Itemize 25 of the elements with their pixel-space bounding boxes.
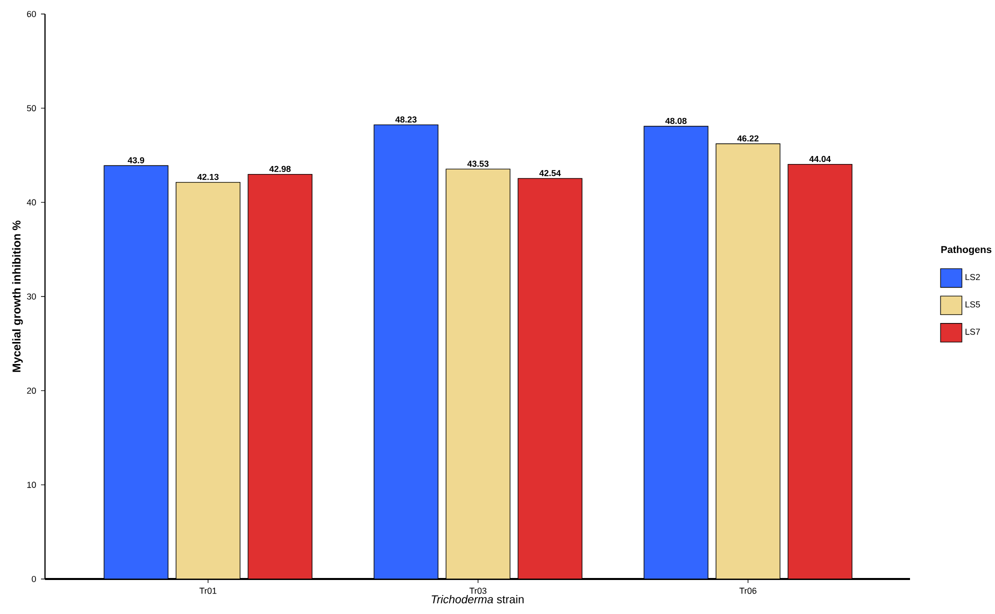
data-label: 42.98	[269, 166, 291, 172]
data-label: 43.9	[128, 157, 144, 164]
legend-title: Pathogens	[941, 246, 992, 256]
data-label: 42.54	[539, 170, 561, 176]
y-axis-title: Mycelial growth inhibition %	[12, 220, 23, 372]
y-tick-label: 0	[32, 576, 36, 582]
y-tick-label: 20	[27, 388, 36, 394]
data-label: 48.08	[665, 118, 687, 124]
y-tick-label: 50	[27, 105, 36, 112]
x-tick-label: Tr03	[469, 588, 486, 594]
y-tick-label: 60	[27, 10, 36, 18]
data-label: 46.22	[737, 135, 759, 142]
x-tick-label: Tr06	[739, 588, 756, 594]
y-tick-label: 30	[26, 293, 36, 300]
y-tick-label: 40	[26, 199, 36, 206]
y-tick-label: 10	[27, 482, 36, 488]
x-tick-label: Tr01	[200, 588, 216, 594]
data-label: 44.04	[809, 156, 831, 162]
x-axis-title: Trichoderma strain	[432, 594, 524, 604]
data-label: 42.13	[197, 174, 219, 180]
legend-label: LS2	[966, 274, 980, 280]
legend-label: LS5	[966, 301, 980, 308]
legend-label: LS7	[966, 328, 980, 335]
data-label: 43.53	[467, 160, 489, 167]
data-label: 48.23	[395, 116, 417, 123]
